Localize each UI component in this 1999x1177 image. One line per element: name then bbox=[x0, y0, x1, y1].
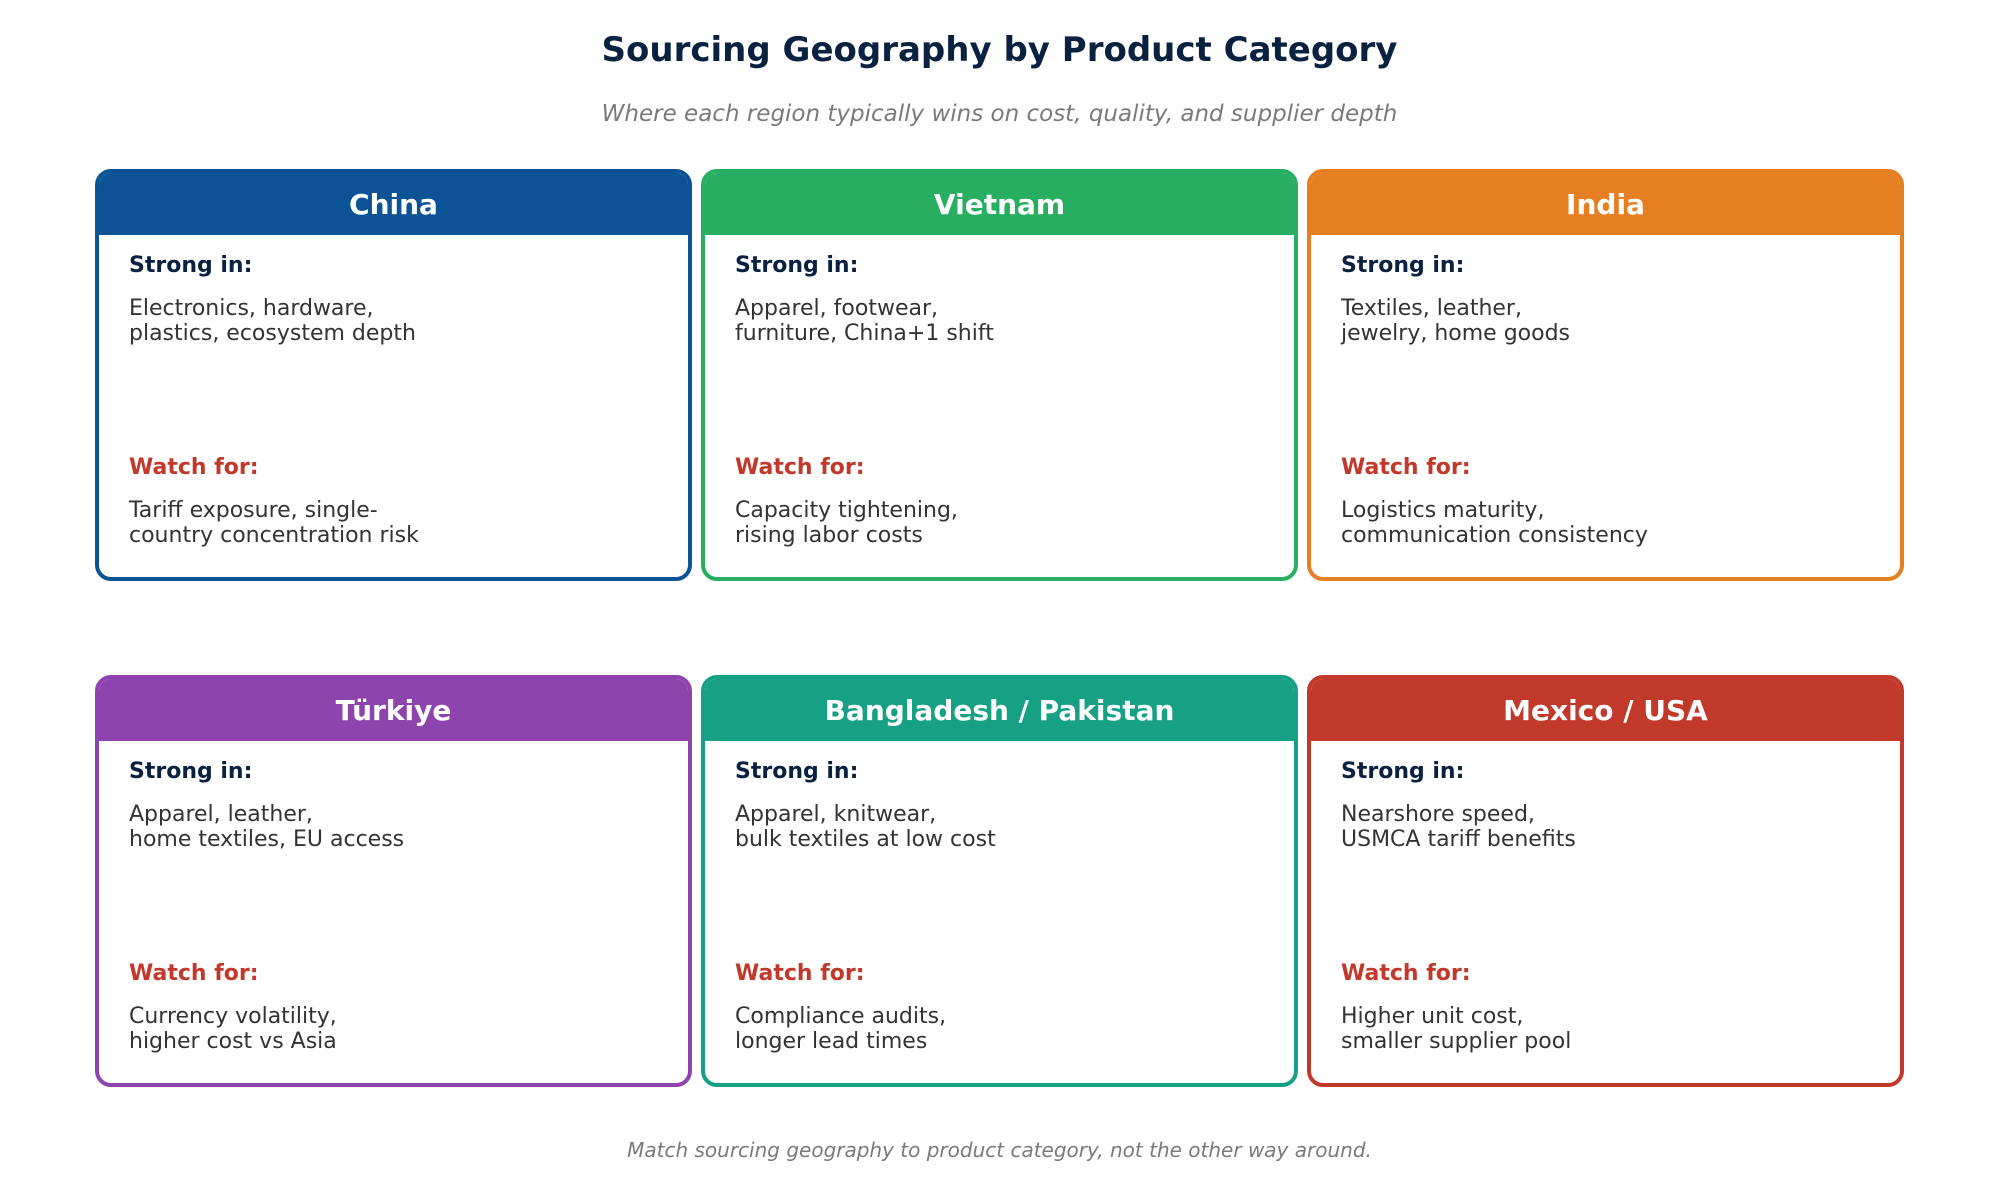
watch-for-label: Watch for: bbox=[129, 961, 259, 986]
strong-in-text: Textiles, leather, jewelry, home goods bbox=[1341, 296, 1571, 346]
watch-for-text: Compliance audits, longer lead times bbox=[735, 1004, 947, 1054]
card-vietnam: Vietnam Strong in: Apparel, footwear, fu… bbox=[701, 169, 1298, 581]
watch-for-label: Watch for: bbox=[129, 455, 259, 480]
strong-in-label: Strong in: bbox=[735, 253, 859, 278]
card-header: Vietnam bbox=[705, 173, 1294, 235]
footer-note: Match sourcing geography to product cate… bbox=[627, 1138, 1372, 1162]
card-header: Bangladesh / Pakistan bbox=[705, 679, 1294, 741]
strong-in-label: Strong in: bbox=[1341, 253, 1465, 278]
strong-in-label: Strong in: bbox=[735, 759, 859, 784]
watch-for-label: Watch for: bbox=[735, 961, 865, 986]
card-china: China Strong in: Electronics, hardware, … bbox=[95, 169, 692, 581]
card-turkiye: Türkiye Strong in: Apparel, leather, hom… bbox=[95, 675, 692, 1087]
watch-for-text: Currency volatility, higher cost vs Asia bbox=[129, 1004, 337, 1054]
card-header: Türkiye bbox=[99, 679, 688, 741]
strong-in-text: Electronics, hardware, plastics, ecosyst… bbox=[129, 296, 416, 346]
strong-in-text: Nearshore speed, USMCA tariff benefits bbox=[1341, 802, 1576, 852]
strong-in-text: Apparel, knitwear, bulk textiles at low … bbox=[735, 802, 996, 852]
card-header: India bbox=[1311, 173, 1900, 235]
watch-for-label: Watch for: bbox=[1341, 961, 1471, 986]
diagram-subtitle: Where each region typically wins on cost… bbox=[601, 101, 1398, 127]
watch-for-label: Watch for: bbox=[1341, 455, 1471, 480]
strong-in-label: Strong in: bbox=[1341, 759, 1465, 784]
watch-for-text: Capacity tightening, rising labor costs bbox=[735, 498, 958, 548]
card-india: India Strong in: Textiles, leather, jewe… bbox=[1307, 169, 1904, 581]
diagram-title: Sourcing Geography by Product Category bbox=[601, 30, 1398, 70]
watch-for-text: Higher unit cost, smaller supplier pool bbox=[1341, 1004, 1572, 1054]
card-mexico-usa: Mexico / USA Strong in: Nearshore speed,… bbox=[1307, 675, 1904, 1087]
card-bangladesh-pakistan: Bangladesh / Pakistan Strong in: Apparel… bbox=[701, 675, 1298, 1087]
card-header: Mexico / USA bbox=[1311, 679, 1900, 741]
watch-for-text: Tariff exposure, single- country concent… bbox=[129, 498, 419, 548]
watch-for-label: Watch for: bbox=[735, 455, 865, 480]
strong-in-label: Strong in: bbox=[129, 759, 253, 784]
strong-in-label: Strong in: bbox=[129, 253, 253, 278]
strong-in-text: Apparel, leather, home textiles, EU acce… bbox=[129, 802, 405, 852]
watch-for-text: Logistics maturity, communication consis… bbox=[1341, 498, 1648, 548]
card-header: China bbox=[99, 173, 688, 235]
strong-in-text: Apparel, footwear, furniture, China+1 sh… bbox=[735, 296, 994, 346]
